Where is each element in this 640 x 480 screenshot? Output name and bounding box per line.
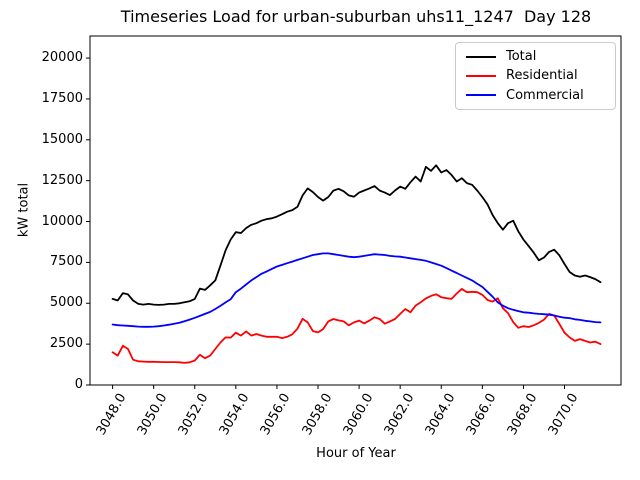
legend-label: Total: [506, 49, 537, 65]
legend-line-swatch: [466, 55, 496, 58]
y-tick-label: 17500: [41, 90, 83, 106]
y-tick-label: 0: [74, 377, 83, 392]
y-tick-label: 12500: [41, 172, 83, 188]
legend-box: Total Residential Commercial: [455, 42, 616, 110]
chart-title: Timeseries Load for urban-suburban uhs11…: [120, 7, 592, 26]
y-tick-label: 15000: [41, 131, 83, 147]
legend-entry-total: Total: [466, 49, 605, 64]
legend-line-swatch: [466, 74, 496, 77]
series-line-total: [111, 164, 602, 306]
y-tick-label: 7500: [49, 254, 83, 270]
plot-border: [89, 35, 622, 386]
y-tick-label: 20000: [41, 50, 83, 66]
legend-label: Residential: [506, 68, 578, 84]
y-tick-label: 10000: [41, 213, 83, 229]
y-tick-label: 2500: [49, 336, 83, 352]
legend-entry-commercial: Commercial: [466, 88, 605, 103]
legend-entry-residential: Residential: [466, 68, 605, 83]
y-tick-label: 5000: [49, 295, 83, 311]
legend-line-swatch: [466, 94, 496, 97]
legend-label: Commercial: [506, 87, 584, 103]
series-line-residential: [111, 287, 602, 364]
x-axis-title: Hour of Year: [316, 446, 396, 461]
series-line-commercial: [111, 252, 602, 328]
